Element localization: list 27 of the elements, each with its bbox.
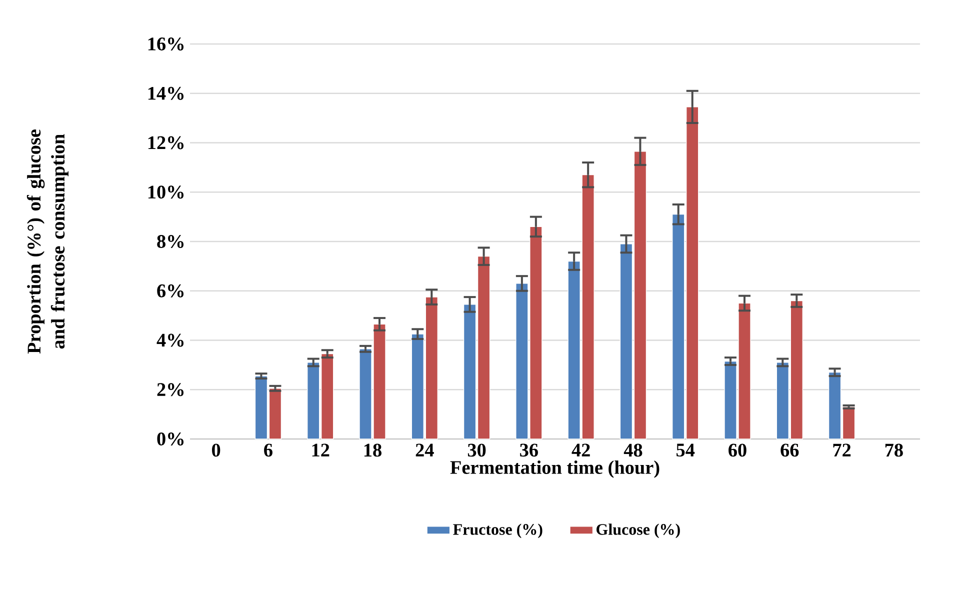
x-tick-label: 42 [572, 444, 590, 456]
x-tick-label: 0 [212, 444, 220, 457]
x-tick-label: 24 [416, 444, 434, 456]
y-tick-label: 16% [148, 37, 184, 51]
x-tick-label: 60 [728, 444, 746, 457]
y-tick-label: 14% [148, 86, 184, 100]
x-tick-label: 78 [885, 444, 903, 457]
x-axis-title: Fermentation time (hour) [450, 460, 660, 478]
y-axis-title: Proportion (%°) of glucose and fructose consumption [26, 130, 68, 354]
y-tick-label: 2% [157, 383, 184, 396]
legend-label: Fructose (%) [453, 524, 542, 538]
x-tick-label: 72 [833, 444, 851, 456]
y-tick-label: 0% [157, 432, 184, 446]
x-tick-label: 12 [312, 444, 330, 456]
legend-label: Glucose (%) [596, 524, 680, 538]
y-tick-label: 8% [157, 234, 184, 248]
x-tick-label: 30 [468, 444, 486, 457]
x-tick-label: 48 [624, 444, 642, 457]
x-tick-label: 6 [264, 444, 272, 457]
x-tick-label: 36 [520, 444, 538, 457]
x-tick-label: 66 [780, 444, 799, 457]
y-tick-label: 12% [148, 136, 184, 150]
x-tick-label: 54 [676, 444, 695, 457]
y-tick-label: 10% [148, 186, 184, 199]
y-tick-label: 6% [157, 284, 184, 298]
y-tick-label: 4% [156, 334, 184, 347]
x-tick-label: 18 [364, 444, 382, 457]
